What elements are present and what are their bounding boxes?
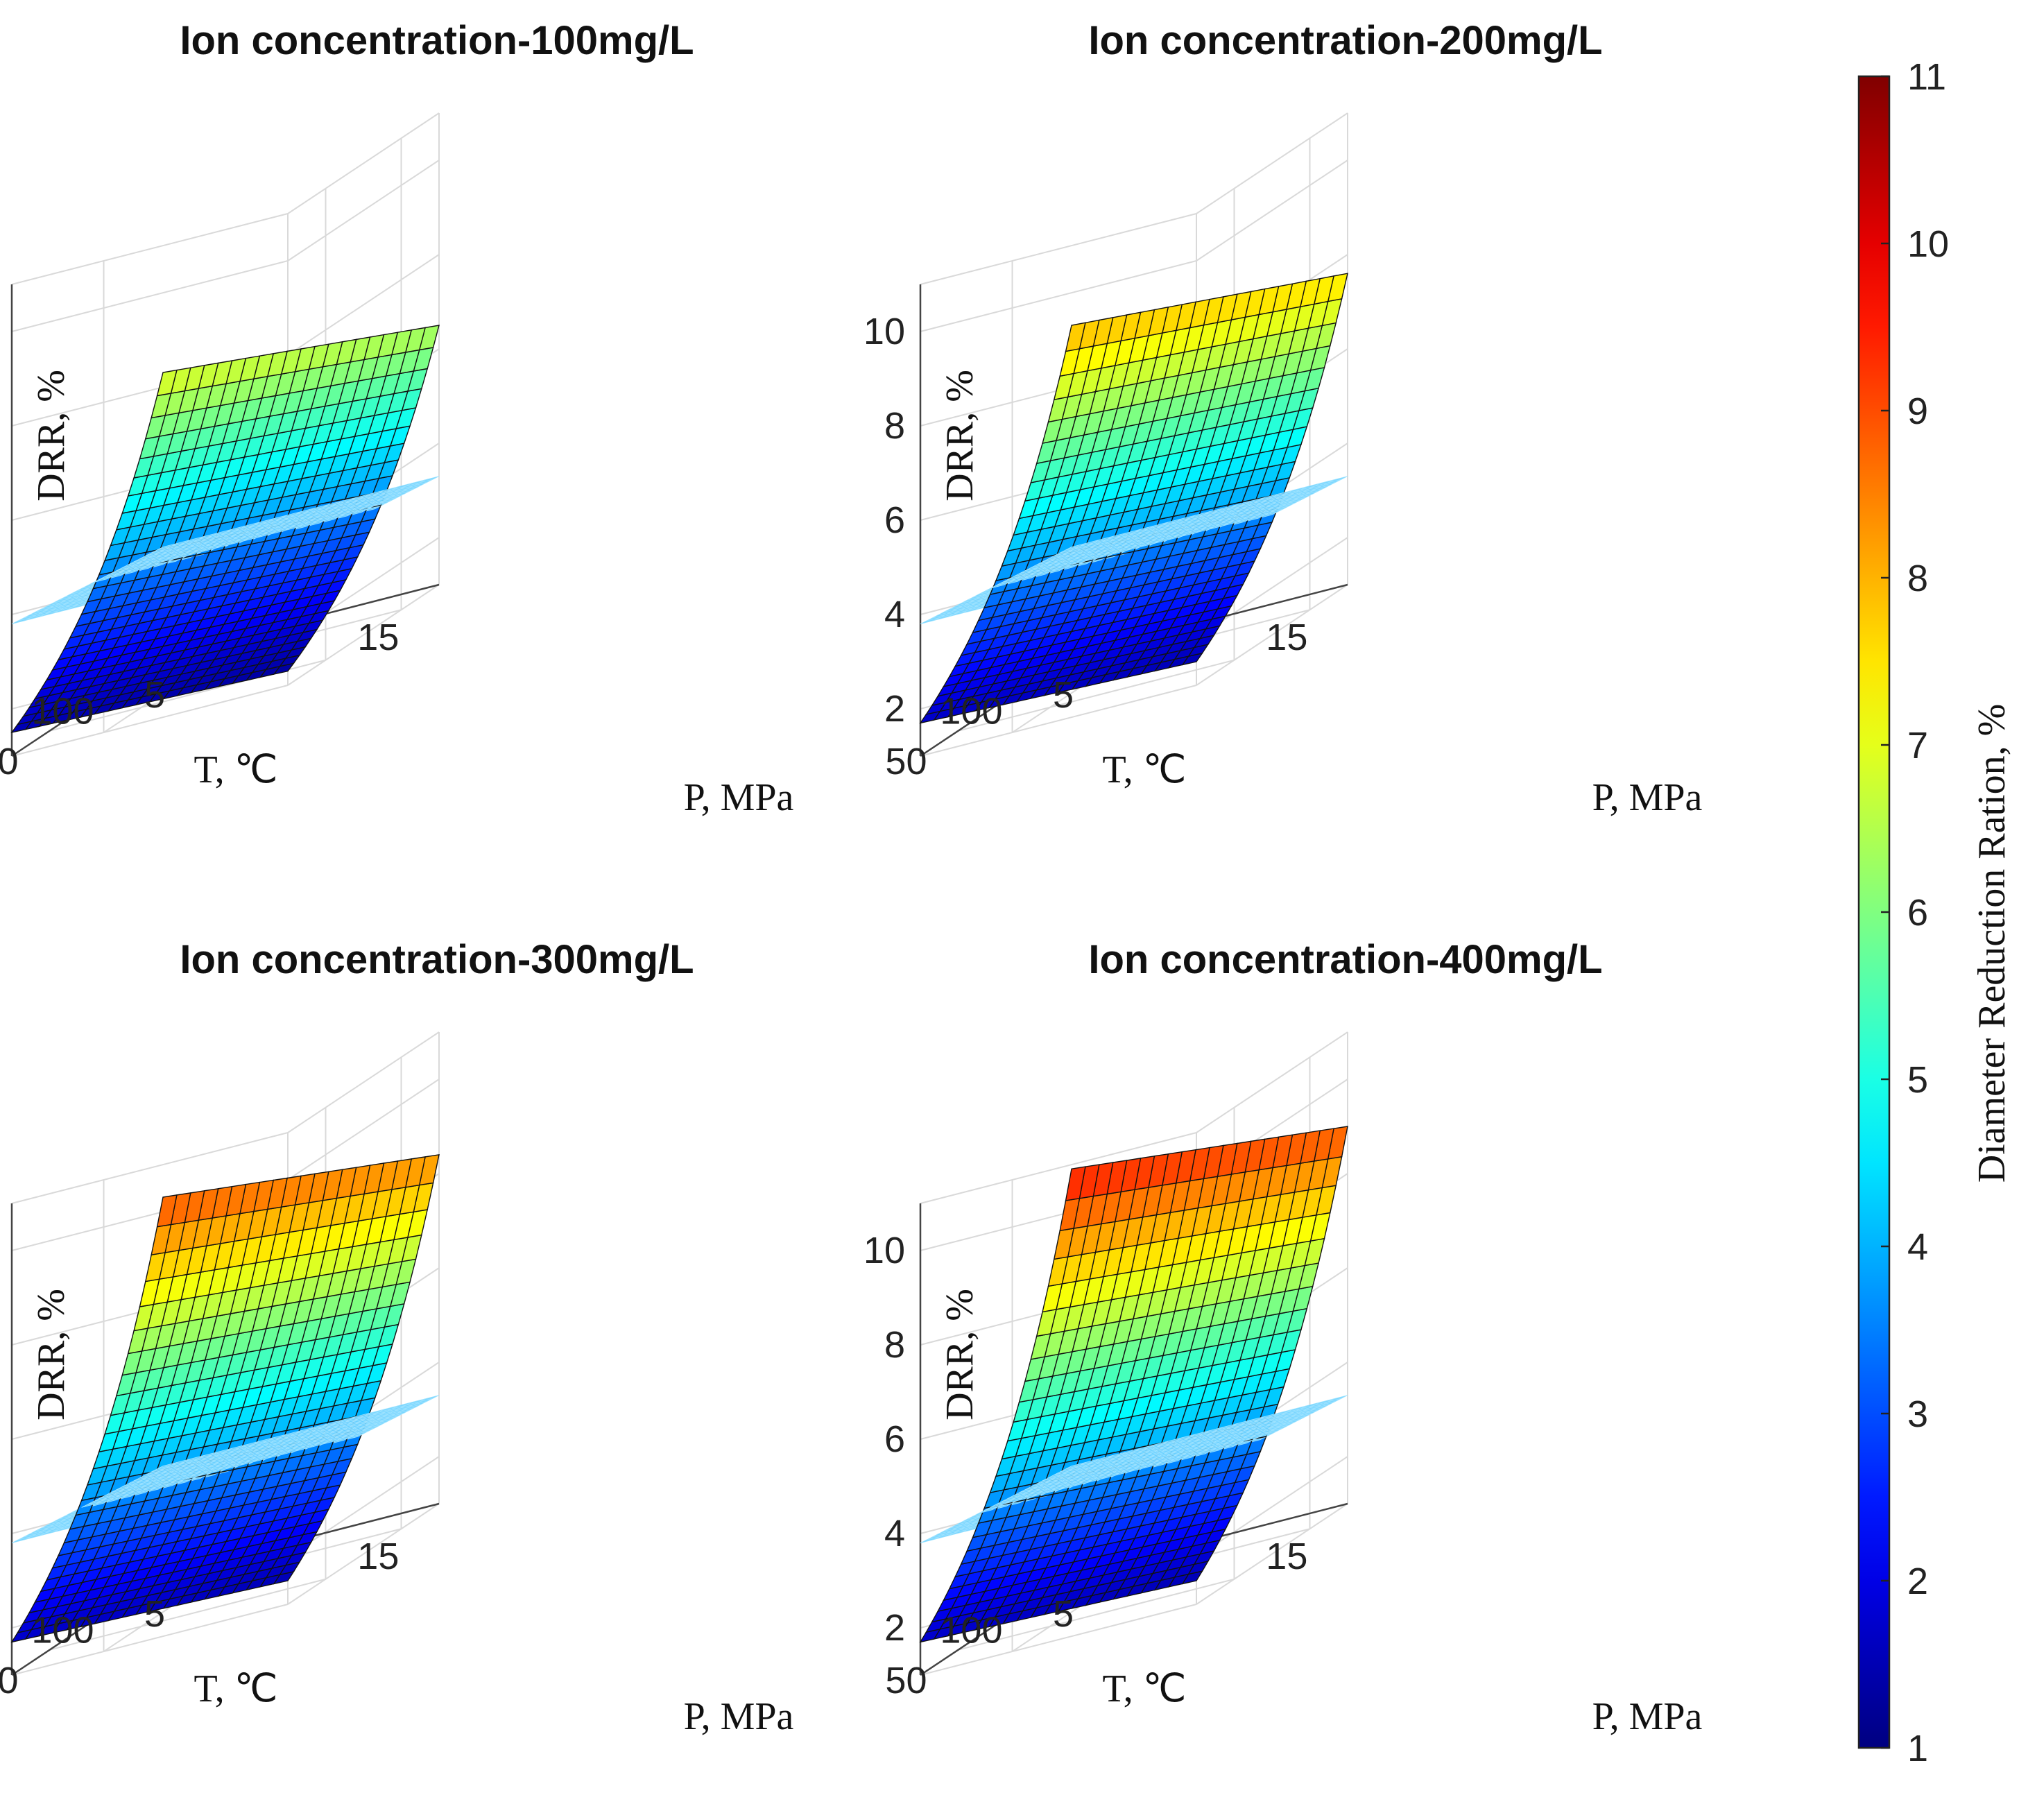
y-axis-label: T, ℃	[1103, 748, 1187, 791]
z-axis-label: DRR, %	[30, 370, 73, 501]
z-tick-label: 2	[884, 688, 905, 730]
colorbar-tick-label: 2	[1907, 1561, 1928, 1602]
z-tick-label: 4	[884, 1513, 905, 1554]
y-axis-label: T, ℃	[1103, 1667, 1187, 1710]
z-tick-label: 2	[884, 1607, 905, 1649]
z-tick-label: 4	[884, 594, 905, 635]
x-tick-label: 15	[1266, 1536, 1307, 1577]
colorbar-tick-label: 5	[1907, 1059, 1928, 1101]
colorbar-tick-label: 10	[1907, 223, 1949, 265]
chart-panel: Ion concentration-400mg/L 2 4 6 8 10 50 100 5 15 D…	[863, 937, 1703, 1738]
colorbar-tick-label: 6	[1907, 892, 1928, 934]
x-tick-label: 15	[357, 1536, 399, 1577]
y-axis-label: T, ℃	[194, 748, 278, 791]
chart-title: Ion concentration-100mg/L	[180, 18, 694, 63]
chart-title: Ion concentration-300mg/L	[180, 937, 694, 982]
chart-panel: Ion concentration-100mg/L24681050100515D…	[0, 18, 794, 819]
surface-mesh	[10, 1153, 440, 1643]
chart-panel: Ion concentration-300mg/L24681050100515D…	[0, 937, 794, 1738]
z-tick-label: 6	[884, 1418, 905, 1460]
colorbar-tick-label: 7	[1907, 725, 1928, 766]
surface-cell	[156, 369, 178, 397]
x-tick-label: 5	[1053, 1593, 1074, 1635]
z-tick-label: 10	[863, 311, 905, 352]
x-axis-label: P, MPa	[684, 1695, 794, 1738]
colorbar-tick-label: 1	[1907, 1728, 1928, 1769]
surface-mesh	[10, 325, 440, 734]
y-tick-label: 100	[940, 1609, 1002, 1651]
plane-cell	[157, 543, 178, 551]
y-tick-label: 100	[31, 690, 94, 732]
z-tick-label: 10	[863, 1230, 905, 1271]
colorbar-label: Diameter Reduction Ration, %	[1970, 704, 2013, 1183]
plane-cell	[1327, 1395, 1348, 1402]
colorbar-tick-label: 11	[1907, 56, 1946, 98]
z-tick-label: 8	[884, 405, 905, 447]
colorbar: 1 2 3 4 5 6 7 8 9 10 11 Diameter Reduction Ration, …	[1857, 56, 2013, 1769]
plane-cell	[419, 476, 440, 483]
y-tick-label: 50	[0, 741, 19, 782]
y-tick-label: 50	[0, 1660, 19, 1701]
y-axis-label: T, ℃	[194, 1667, 278, 1710]
chart-panel: Ion concentration-200mg/L 2 4 6 8 10 50 100 5 15 D…	[863, 18, 1703, 819]
y-tick-label: 100	[940, 690, 1002, 732]
x-tick-label: 5	[144, 1593, 165, 1635]
surface-mesh	[919, 273, 1348, 724]
z-axis-label: DRR, %	[938, 1289, 981, 1420]
x-axis-label: P, MPa	[684, 776, 794, 819]
y-tick-label: 50	[885, 1660, 927, 1701]
x-axis-label: P, MPa	[1592, 1695, 1703, 1738]
colorbar-tick-label: 3	[1907, 1393, 1928, 1435]
colorbar-tick-label: 8	[1907, 558, 1928, 599]
z-tick-label: 6	[884, 499, 905, 541]
x-tick-label: 15	[357, 617, 399, 658]
surface-cell	[1065, 322, 1086, 352]
y-tick-label: 50	[885, 741, 927, 782]
colorbar-tick-label: 4	[1907, 1226, 1928, 1268]
colorbar-tick-label: 9	[1907, 390, 1928, 432]
x-tick-label: 5	[1053, 674, 1074, 716]
plane-cell	[1327, 476, 1348, 483]
plane-cell	[419, 1395, 440, 1402]
y-tick-label: 100	[31, 1609, 94, 1651]
x-axis-label: P, MPa	[1592, 776, 1703, 819]
chart-title: Ion concentration-200mg/L	[1088, 18, 1602, 63]
x-tick-label: 15	[1266, 617, 1307, 658]
z-axis-label: DRR, %	[938, 370, 981, 501]
z-axis-label: DRR, %	[30, 1289, 73, 1420]
chart-title: Ion concentration-400mg/L	[1088, 937, 1602, 982]
z-tick-label: 8	[884, 1324, 905, 1366]
x-tick-label: 5	[144, 674, 165, 716]
plane-cell	[1065, 543, 1086, 551]
